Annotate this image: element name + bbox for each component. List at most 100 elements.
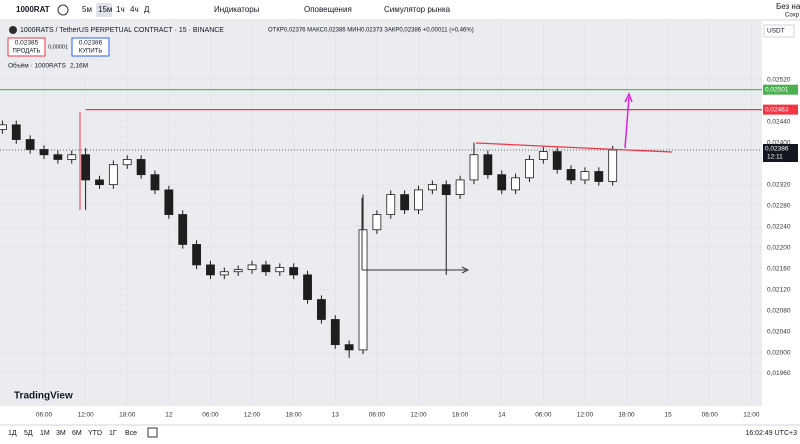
y-tick-label: 0,02120 [767, 286, 791, 293]
volume-value: 2,16M [70, 63, 88, 70]
x-tick-label: 06:00 [702, 412, 719, 419]
toolbar [0, 0, 800, 20]
range-button[interactable]: 5Д [24, 430, 33, 437]
candle-body [53, 154, 63, 160]
candle-body [233, 269, 243, 273]
y-tick-label: 0,02160 [767, 265, 791, 272]
price-label-box [763, 84, 798, 95]
x-tick-label: 18:00 [286, 412, 303, 419]
drawing-arrow [624, 96, 630, 149]
x-tick-label: 06:00 [535, 412, 552, 419]
range-button[interactable]: 6М [72, 430, 82, 437]
candle-body [414, 189, 423, 211]
x-tick-label: 12:00 [77, 412, 94, 419]
y-tick-label: 0,02440 [767, 118, 791, 125]
x-tick-label: 12:00 [244, 412, 261, 419]
candle-body [261, 264, 271, 273]
range-button[interactable]: YTD [88, 430, 102, 437]
buy-label: КУПИТЬ [79, 49, 103, 55]
candle-body [122, 159, 132, 166]
interval[interactable]: 5м [82, 5, 92, 14]
candle-body [483, 154, 493, 176]
alerts[interactable]: Оповещения [304, 5, 352, 14]
sell-button[interactable] [7, 37, 46, 57]
countdown: 12:11 [767, 154, 783, 161]
last-price-box [763, 144, 798, 163]
interval[interactable]: Д [144, 5, 150, 14]
logo: TradingView [14, 391, 73, 402]
candle-body [330, 319, 340, 346]
simulator[interactable]: Симулятор рынка [384, 5, 451, 14]
candle-body [497, 174, 507, 191]
candle-body [247, 264, 257, 271]
range-button[interactable]: 1Д [8, 430, 17, 437]
x-tick-label: 06:00 [369, 412, 386, 419]
y-tick-label: 0,02320 [767, 181, 791, 188]
candle-body [303, 274, 312, 300]
interval[interactable]: 1ч [116, 5, 125, 14]
candle-body [538, 151, 548, 160]
indicators[interactable]: Индикаторы [214, 5, 260, 14]
candle-body [608, 149, 618, 182]
interval[interactable]: 15м [98, 5, 112, 14]
save[interactable]: Сохр [785, 13, 800, 19]
range-button[interactable]: 1М [40, 430, 50, 437]
y-tick-label: 0,02080 [767, 307, 791, 314]
candle-body [150, 174, 160, 191]
candle-body [358, 229, 368, 351]
candle-body [0, 124, 7, 130]
x-tick-label: 12:00 [410, 412, 427, 419]
y-tick-label: 0,02040 [767, 328, 791, 335]
symbol-icon [9, 26, 17, 34]
price-label: 0,02463 [765, 106, 789, 113]
candle-body [95, 179, 104, 186]
range-button[interactable]: 3М [56, 430, 66, 437]
x-tick-label: 18:00 [618, 412, 635, 419]
candle-body [178, 214, 188, 245]
spread: 0,00001 [48, 44, 68, 50]
candle-body [206, 264, 215, 276]
layout-name[interactable]: Без наз [776, 2, 800, 11]
range-button[interactable]: 1Г [109, 430, 117, 437]
x-tick-label: 06:00 [202, 412, 219, 419]
arrow-head [461, 266, 470, 274]
x-tick-label: 18:00 [452, 412, 469, 419]
y-tick-label: 0,02400 [767, 139, 791, 146]
candle-body [566, 169, 576, 181]
range-button[interactable]: Все [125, 430, 137, 437]
date-picker[interactable] [147, 427, 158, 438]
candle-body [289, 267, 299, 276]
candle-body [219, 271, 229, 276]
interval[interactable]: 4ч [130, 5, 139, 14]
x-tick-label: 12:00 [743, 412, 760, 419]
candle-body [192, 244, 201, 266]
clock: 16:02:49 UTC+3 [745, 430, 797, 437]
candle-body [108, 164, 118, 186]
candle-body [164, 189, 174, 215]
candle-body [455, 179, 465, 196]
interval-active [96, 3, 112, 17]
candle-body [81, 154, 91, 181]
x-tick-label: 13 [332, 412, 340, 419]
buy-button[interactable] [71, 37, 110, 57]
symbol[interactable]: 1000RAT [16, 5, 50, 14]
candle-body [39, 149, 49, 156]
candle-body [136, 159, 146, 176]
x-tick-label: 06:00 [36, 412, 53, 419]
volume-label: Объём · 1000RATS [8, 62, 66, 70]
currency-select[interactable] [763, 24, 795, 38]
currency: USDT [767, 28, 785, 35]
candle-body [25, 139, 35, 150]
price-label-box [763, 104, 798, 115]
add-symbol[interactable] [57, 4, 69, 16]
candle-body [580, 171, 590, 181]
last-price-label: 0,02386 [765, 146, 789, 153]
x-tick-label: 18:00 [119, 412, 136, 419]
trend-line [475, 142, 673, 153]
candle-body [372, 214, 382, 231]
candle-body [441, 184, 451, 196]
candle-body [400, 194, 410, 211]
symbol-title: 1000RATS / TetherUS PERPETUAL CONTRACT ·… [20, 27, 224, 34]
candle-body [511, 177, 520, 191]
x-tick-label: 15 [665, 412, 673, 419]
